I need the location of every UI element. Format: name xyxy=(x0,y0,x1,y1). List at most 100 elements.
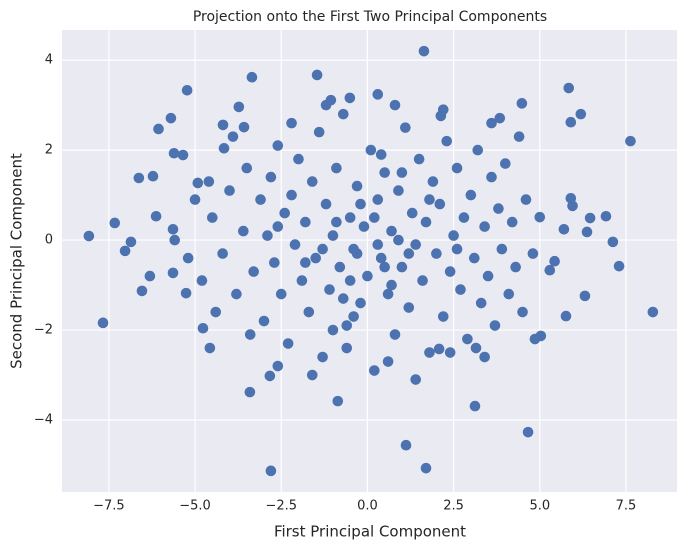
point xyxy=(238,121,250,133)
point xyxy=(147,170,159,182)
point xyxy=(182,252,194,264)
point xyxy=(462,333,473,345)
point xyxy=(434,198,446,210)
point xyxy=(444,266,456,277)
point xyxy=(136,285,148,297)
point xyxy=(372,194,384,205)
point xyxy=(355,198,366,210)
point xyxy=(475,297,487,309)
point xyxy=(379,261,390,273)
point xyxy=(396,167,408,178)
point xyxy=(513,131,525,142)
point xyxy=(150,210,162,222)
point xyxy=(272,140,284,151)
point xyxy=(255,194,266,205)
point xyxy=(296,275,308,286)
point xyxy=(396,261,408,273)
point xyxy=(327,230,339,241)
point xyxy=(331,216,342,228)
point xyxy=(510,261,521,273)
point xyxy=(607,236,619,248)
point xyxy=(386,279,397,291)
point xyxy=(522,426,534,438)
point xyxy=(458,212,470,223)
point xyxy=(224,185,235,196)
point xyxy=(189,194,201,205)
point xyxy=(410,239,421,250)
point xyxy=(613,260,625,272)
point xyxy=(168,147,180,159)
point xyxy=(180,287,192,299)
point xyxy=(217,119,229,131)
point xyxy=(248,266,259,277)
point xyxy=(479,351,490,363)
x-tick-label: 7.5 xyxy=(616,499,637,514)
point xyxy=(231,288,242,300)
point xyxy=(265,171,277,183)
point xyxy=(544,264,556,276)
point xyxy=(486,171,497,183)
point xyxy=(406,207,418,219)
point xyxy=(472,144,484,156)
point xyxy=(341,320,353,331)
point xyxy=(355,297,366,309)
point xyxy=(286,117,297,129)
point xyxy=(584,212,596,224)
point xyxy=(262,230,273,241)
y-tick-label: 0 xyxy=(45,233,53,248)
point xyxy=(320,99,332,111)
point xyxy=(109,217,121,229)
point xyxy=(83,230,95,242)
point xyxy=(167,267,179,279)
point xyxy=(389,99,401,111)
point xyxy=(520,194,532,205)
x-tick-label: −2.5 xyxy=(265,499,297,514)
point xyxy=(496,243,508,255)
point xyxy=(351,248,363,259)
point xyxy=(470,342,482,354)
point xyxy=(437,311,449,322)
y-axis-label: Second Principal Component xyxy=(8,153,26,369)
point xyxy=(581,226,593,238)
point xyxy=(420,216,432,228)
point xyxy=(244,386,256,398)
point xyxy=(338,293,349,304)
point xyxy=(567,200,578,212)
point xyxy=(196,275,208,286)
point xyxy=(306,369,318,381)
point xyxy=(153,123,164,135)
point xyxy=(420,462,432,474)
point xyxy=(400,122,411,133)
point xyxy=(269,257,280,268)
point xyxy=(303,306,315,318)
point xyxy=(489,320,501,331)
point xyxy=(264,370,276,382)
point xyxy=(317,243,328,255)
x-tick-label: −5.0 xyxy=(179,499,211,514)
point xyxy=(517,306,528,318)
point xyxy=(311,69,323,81)
point xyxy=(279,207,290,219)
point xyxy=(516,98,528,109)
point xyxy=(600,210,612,222)
point xyxy=(372,89,384,100)
y-tick-label: 4 xyxy=(45,53,53,68)
point xyxy=(647,306,659,318)
point xyxy=(506,216,518,228)
point xyxy=(410,374,421,385)
point xyxy=(344,212,356,223)
point xyxy=(167,223,179,235)
point xyxy=(241,162,253,174)
point xyxy=(369,365,380,376)
point xyxy=(192,177,204,189)
point xyxy=(293,153,304,165)
point xyxy=(244,329,256,340)
point xyxy=(282,338,294,349)
point xyxy=(233,101,245,113)
point xyxy=(317,351,328,363)
point xyxy=(386,225,397,237)
point xyxy=(227,131,239,142)
point xyxy=(204,342,216,354)
point xyxy=(197,322,209,334)
